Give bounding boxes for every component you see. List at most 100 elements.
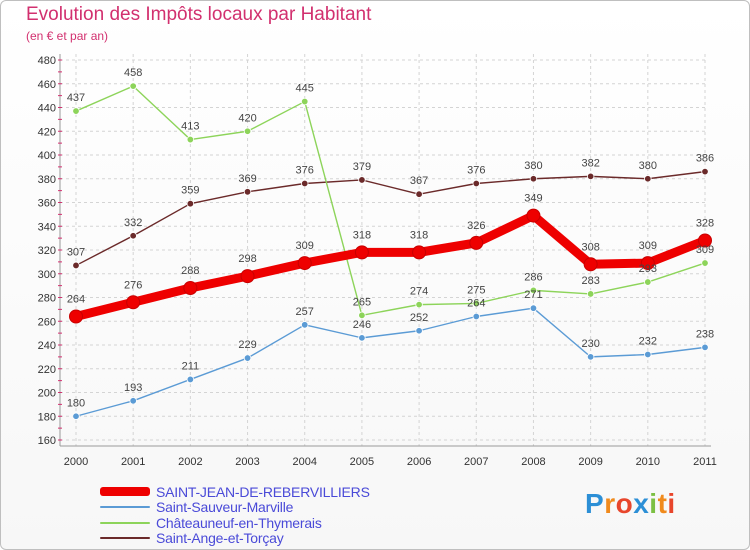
data-point: [529, 286, 538, 295]
proxiti-logo: Proxiti: [585, 488, 676, 520]
data-label: 309: [639, 240, 657, 252]
legend-item: SAINT-JEAN-DE-REBERVILLIERS: [100, 484, 370, 500]
data-label: 293: [639, 263, 657, 275]
data-point: [358, 176, 366, 184]
data-point: [640, 256, 655, 271]
y-tick-label: 280: [38, 293, 56, 305]
data-point: [586, 290, 595, 298]
x-tick-label: 2006: [407, 456, 431, 468]
data-point: [472, 312, 480, 321]
data-point: [701, 259, 709, 267]
data-point: [415, 327, 423, 335]
y-tick-label: 340: [38, 221, 56, 233]
chart-subtitle: (en € et par an): [26, 29, 109, 43]
chart-title: Evolution des Impôts locaux par Habitant: [26, 4, 372, 25]
data-label: 386: [696, 153, 714, 165]
y-tick-label: 480: [38, 55, 56, 67]
legend-label: SAINT-JEAN-DE-REBERVILLIERS: [156, 483, 370, 500]
data-label: 275: [467, 284, 485, 296]
data-label: 380: [524, 160, 542, 172]
y-tick-label: 420: [38, 126, 56, 138]
axes: 160 180 200 220 240 260 280 300 320 340 360 380 400 4…: [38, 54, 717, 468]
x-tick-label: 2005: [350, 456, 374, 468]
legend-label: Saint-Sauveur-Marville: [156, 499, 294, 516]
y-tick-label: 460: [38, 79, 56, 91]
data-point: [472, 179, 480, 188]
data-point: [243, 354, 252, 362]
series-group: [69, 82, 712, 420]
data-label: 309: [296, 240, 314, 252]
data-label: 328: [696, 218, 714, 230]
data-label: 382: [581, 157, 599, 169]
data-point: [415, 190, 423, 198]
y-tick-label: 360: [38, 198, 56, 210]
data-point: [529, 175, 538, 183]
data-label: 369: [238, 173, 256, 185]
data-point: [243, 188, 252, 196]
data-label: 437: [67, 92, 85, 104]
data-label: 276: [124, 279, 142, 291]
data-point: [69, 309, 83, 324]
data-label: 230: [581, 338, 599, 350]
data-label: 265: [353, 296, 371, 308]
data-point: [297, 256, 312, 271]
data-label: 309: [696, 244, 714, 256]
data-label: 193: [124, 382, 142, 394]
legend-swatch: [100, 487, 150, 497]
data-point: [186, 135, 195, 144]
data-point: [243, 127, 252, 135]
data-point: [698, 233, 712, 248]
x-tick-label: 2003: [235, 456, 259, 468]
logo-letter: t: [657, 488, 668, 519]
data-point: [126, 295, 141, 310]
data-label: 379: [353, 161, 371, 173]
data-point: [586, 172, 595, 181]
x-tick-label: 2000: [64, 456, 88, 468]
legend-item: Saint-Ange-et-Torçay: [100, 530, 370, 547]
data-label: 307: [67, 246, 85, 258]
data-label: 367: [410, 175, 428, 187]
data-point: [412, 245, 427, 260]
data-point: [129, 82, 137, 90]
data-label: 288: [181, 265, 199, 277]
y-tick-label: 160: [38, 435, 56, 447]
data-label: 318: [410, 229, 428, 241]
data-label: 445: [296, 83, 314, 95]
y-tick-label: 440: [38, 103, 56, 115]
data-label: 229: [238, 339, 256, 351]
data-point: [301, 179, 309, 188]
data-label: 283: [581, 275, 599, 287]
y-tick-label: 220: [38, 364, 56, 376]
data-point: [129, 232, 137, 240]
logo-letter: r: [604, 488, 616, 519]
x-tick-label: 2002: [178, 456, 202, 468]
data-label: 274: [410, 286, 428, 298]
logo-letter: x: [633, 488, 650, 519]
legend-label: Saint-Ange-et-Torçay: [156, 530, 284, 547]
legend-swatch: [100, 506, 150, 509]
data-point: [358, 334, 366, 342]
y-tick-label: 380: [38, 174, 56, 186]
data-point: [701, 167, 709, 176]
data-point: [301, 97, 309, 106]
data-label: 349: [524, 193, 542, 205]
data-label: 238: [696, 328, 714, 340]
data-label: 246: [353, 319, 371, 331]
x-tick-label: 2010: [636, 456, 660, 468]
data-point: [644, 175, 652, 183]
data-label: 211: [182, 360, 200, 372]
data-point: [472, 299, 480, 308]
data-label: 180: [67, 397, 85, 409]
x-tick-label: 2001: [121, 456, 145, 468]
data-point: [644, 350, 652, 359]
data-label: 271: [524, 289, 542, 301]
data-point: [469, 235, 484, 250]
x-tick-label: 2009: [578, 456, 602, 468]
series-line: [75, 170, 706, 267]
data-point: [72, 107, 80, 115]
logo-letter: i: [649, 488, 658, 519]
legend: SAINT-JEAN-DE-REBERVILLIERS Saint-Sauveu…: [100, 484, 370, 546]
data-label: 264: [467, 298, 485, 310]
data-label: 380: [639, 160, 657, 172]
